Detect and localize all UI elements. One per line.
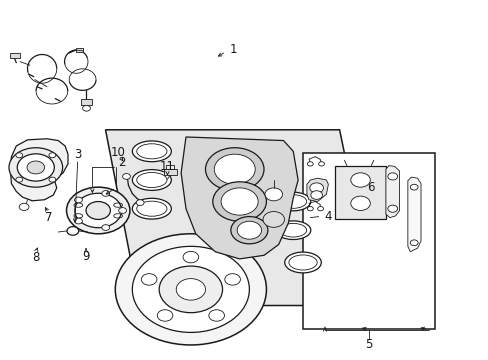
Ellipse shape bbox=[275, 192, 310, 211]
Bar bbox=[76, 48, 83, 51]
Circle shape bbox=[387, 173, 397, 180]
Circle shape bbox=[409, 184, 417, 190]
Ellipse shape bbox=[132, 141, 171, 162]
Circle shape bbox=[16, 177, 22, 182]
Circle shape bbox=[224, 274, 240, 285]
Circle shape bbox=[16, 153, 22, 158]
Ellipse shape bbox=[162, 282, 190, 297]
Circle shape bbox=[264, 188, 282, 201]
Bar bbox=[303, 153, 434, 329]
Circle shape bbox=[102, 225, 109, 230]
Bar bbox=[166, 165, 174, 169]
Circle shape bbox=[176, 279, 205, 300]
Ellipse shape bbox=[132, 170, 171, 190]
Circle shape bbox=[136, 200, 144, 206]
Circle shape bbox=[205, 148, 264, 191]
Polygon shape bbox=[407, 177, 420, 252]
Ellipse shape bbox=[284, 252, 321, 273]
Circle shape bbox=[183, 251, 198, 263]
Bar bbox=[10, 53, 20, 58]
Text: 2: 2 bbox=[118, 156, 125, 169]
Circle shape bbox=[409, 240, 417, 246]
Circle shape bbox=[159, 266, 222, 313]
Bar bbox=[163, 169, 176, 175]
Ellipse shape bbox=[275, 221, 310, 239]
Circle shape bbox=[350, 173, 369, 187]
Circle shape bbox=[310, 191, 322, 199]
Circle shape bbox=[141, 274, 157, 285]
Circle shape bbox=[230, 217, 267, 244]
Circle shape bbox=[214, 154, 255, 184]
Circle shape bbox=[157, 310, 173, 321]
Circle shape bbox=[67, 226, 79, 235]
Circle shape bbox=[263, 212, 284, 227]
Bar bbox=[334, 166, 385, 220]
Circle shape bbox=[86, 202, 110, 220]
Bar bbox=[81, 99, 92, 105]
Text: 9: 9 bbox=[82, 250, 90, 263]
Circle shape bbox=[66, 187, 130, 234]
Polygon shape bbox=[306, 178, 328, 202]
Text: 3: 3 bbox=[74, 148, 81, 161]
Circle shape bbox=[17, 154, 54, 181]
Circle shape bbox=[221, 188, 258, 215]
Text: 4: 4 bbox=[324, 210, 331, 223]
Text: 1: 1 bbox=[229, 42, 237, 55]
Text: 10: 10 bbox=[110, 145, 125, 158]
Circle shape bbox=[208, 310, 224, 321]
Polygon shape bbox=[10, 139, 68, 201]
Circle shape bbox=[27, 161, 44, 174]
Polygon shape bbox=[181, 137, 298, 259]
Ellipse shape bbox=[132, 198, 171, 219]
Circle shape bbox=[309, 183, 323, 193]
Text: 7: 7 bbox=[44, 211, 52, 224]
Circle shape bbox=[387, 205, 397, 212]
Circle shape bbox=[19, 203, 29, 211]
Circle shape bbox=[307, 162, 313, 166]
Text: 11: 11 bbox=[160, 160, 175, 173]
Text: 5: 5 bbox=[365, 338, 372, 351]
Circle shape bbox=[9, 148, 62, 187]
Circle shape bbox=[49, 153, 56, 158]
Circle shape bbox=[49, 177, 56, 182]
Circle shape bbox=[350, 196, 369, 211]
Circle shape bbox=[237, 221, 261, 239]
Circle shape bbox=[307, 207, 313, 211]
Circle shape bbox=[318, 162, 324, 166]
Text: 6: 6 bbox=[367, 181, 374, 194]
Circle shape bbox=[132, 246, 249, 332]
Ellipse shape bbox=[196, 282, 224, 297]
Circle shape bbox=[82, 105, 90, 111]
Circle shape bbox=[102, 190, 109, 196]
Polygon shape bbox=[385, 166, 399, 218]
Text: 8: 8 bbox=[32, 251, 40, 264]
Polygon shape bbox=[105, 130, 375, 306]
Circle shape bbox=[122, 174, 130, 179]
Circle shape bbox=[75, 193, 122, 228]
Circle shape bbox=[115, 234, 266, 345]
Circle shape bbox=[212, 182, 266, 221]
Circle shape bbox=[75, 218, 82, 224]
Ellipse shape bbox=[230, 282, 258, 297]
Circle shape bbox=[317, 207, 323, 211]
Circle shape bbox=[75, 197, 82, 203]
Circle shape bbox=[119, 208, 126, 213]
